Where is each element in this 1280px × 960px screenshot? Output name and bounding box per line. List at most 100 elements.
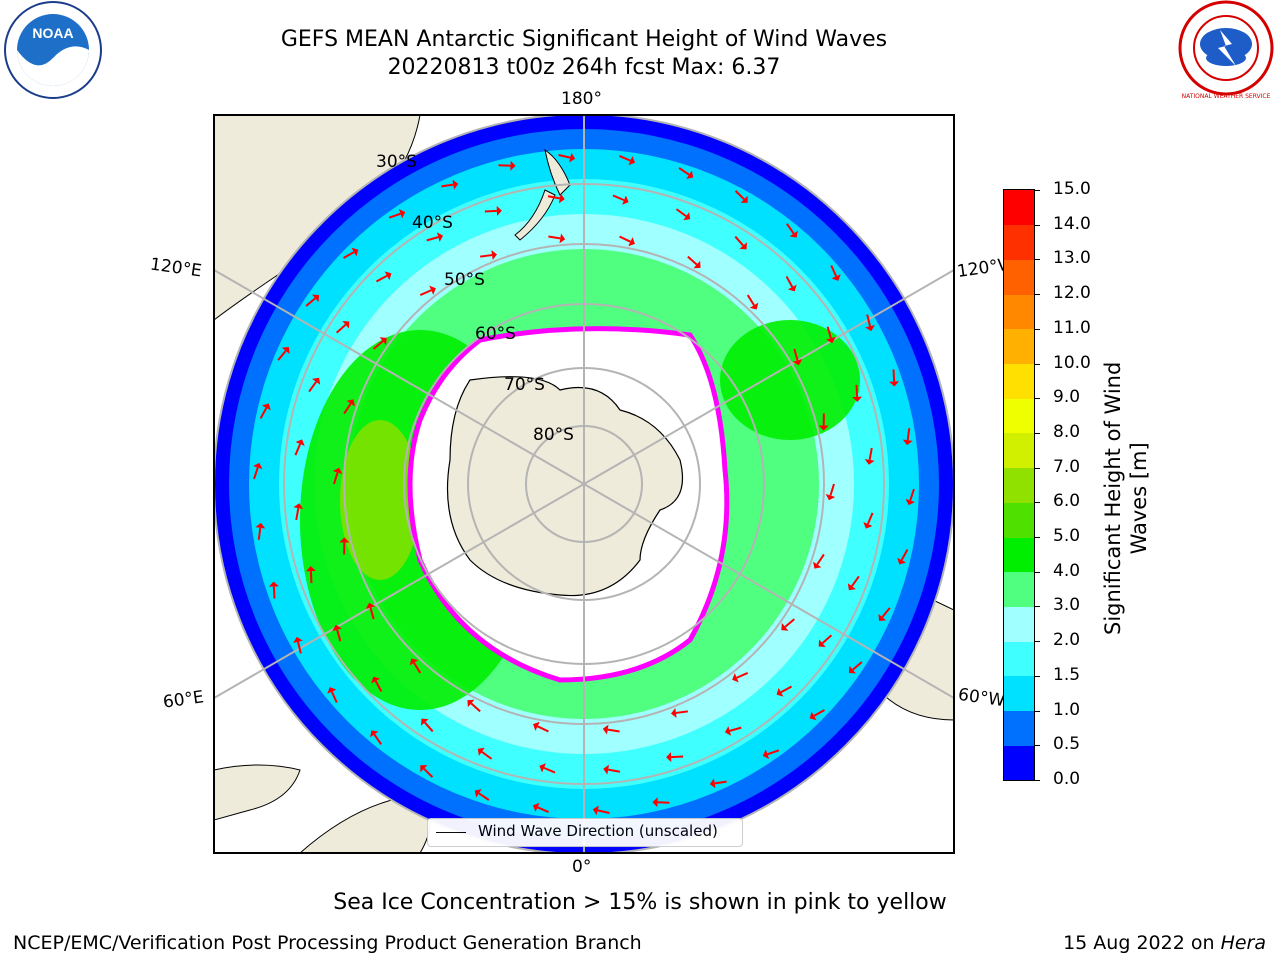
wind-arrow-head <box>864 458 875 465</box>
wind-arrow-head <box>905 498 915 506</box>
colorbar-tick-label: 0.0 <box>1053 769 1081 789</box>
colorbar-segment <box>1004 537 1034 573</box>
wind-arrow-shaft <box>675 208 687 217</box>
wind-arrow-head <box>724 726 732 736</box>
wind-arrow-head <box>762 749 770 759</box>
lat-label-70s: 70°S <box>504 375 545 395</box>
map-frame <box>213 114 955 854</box>
colorbar-tick-mark <box>1034 571 1040 573</box>
map-legend: Wind Wave Direction (unscaled) <box>427 818 743 847</box>
wind-arrow-head <box>813 561 822 569</box>
footer-machine: Hera <box>1220 932 1266 954</box>
colorbar-label: Significant Height of Wind Waves [m] <box>1100 362 1152 635</box>
wind-arrow-shaft <box>333 472 339 485</box>
wind-arrow-shaft <box>607 768 621 773</box>
wind-arrow-shaft <box>607 728 620 733</box>
wind-arrow-shaft <box>675 710 688 714</box>
wind-arrow-shaft <box>295 507 300 521</box>
wind-arrow-shaft <box>277 350 287 361</box>
wind-arrow-head <box>628 237 635 247</box>
wind-arrow-head <box>732 673 739 683</box>
chart-title: GEFS MEAN Antarctic Significant Height o… <box>280 27 888 52</box>
colorbar-segment <box>1004 710 1034 746</box>
colorbar-tick-label: 15.0 <box>1053 179 1091 199</box>
wind-arrow-head <box>312 294 320 303</box>
wind-arrow-head <box>686 170 694 179</box>
wind-arrow-head <box>683 212 691 221</box>
wind-arrow-head <box>281 346 290 354</box>
wind-arrow-head <box>818 639 826 647</box>
wind-arrow-head <box>863 522 873 529</box>
wind-arrow-head <box>295 439 305 446</box>
wind-arrow-shaft <box>736 672 749 679</box>
colorbar-tick-mark <box>1034 294 1040 296</box>
wind-arrow-head <box>429 285 436 295</box>
wind-arrow-shaft <box>612 194 625 202</box>
colorbar-tick-label: 11.0 <box>1053 317 1091 338</box>
wind-arrow-shaft <box>671 755 684 759</box>
wind-arrow-head <box>740 195 748 203</box>
lat-label-30s: 30°S <box>376 152 417 172</box>
colorbar-segment <box>1004 467 1034 503</box>
colorbar-tick-label: 6.0 <box>1053 491 1081 512</box>
wind-arrow-head <box>371 676 381 684</box>
wind-arrow-head <box>652 797 658 808</box>
wind-arrow-shaft <box>330 691 338 703</box>
colorbar-segment <box>1004 571 1034 607</box>
wind-arrow-head <box>603 764 610 775</box>
colorbar-tick-label: 4.0 <box>1053 560 1081 581</box>
new-zealand-south <box>514 189 556 241</box>
lon-label-0: 0° <box>572 857 592 877</box>
wind-arrow-head <box>831 274 841 281</box>
wind-arrow-shaft <box>373 340 384 350</box>
wind-arrow-head <box>365 602 376 609</box>
colorbar-segment <box>1004 641 1034 677</box>
wind-arrow-head <box>510 160 516 171</box>
wind-arrow-head <box>776 687 784 697</box>
wind-arrow-shaft <box>734 190 745 200</box>
colorbar-tick-mark <box>1034 780 1040 781</box>
wind-arrow-head <box>398 209 406 219</box>
colorbar-segment <box>1004 224 1034 260</box>
colorbar-segment <box>1004 328 1034 365</box>
wind-arrow-shaft <box>678 167 690 176</box>
wind-arrow-shaft <box>852 661 863 671</box>
colorbar-tick-mark <box>1034 259 1040 261</box>
wind-arrow-head <box>559 233 566 244</box>
wind-arrow-shaft <box>388 212 401 219</box>
colorbar-tick-mark <box>1034 710 1040 712</box>
wind-arrow-shaft <box>484 209 497 213</box>
colorbar-tick-mark <box>1034 190 1040 191</box>
wind-arrow-shaft <box>909 488 915 501</box>
wind-arrow-head <box>826 336 836 344</box>
wind-arrow-shaft <box>892 369 896 382</box>
wind-arrow-head <box>825 493 836 501</box>
madagascar-land <box>214 764 301 821</box>
wind-arrow-shaft <box>441 183 454 188</box>
colorbar-tick-mark <box>1034 675 1040 677</box>
lat-label-80s: 80°S <box>533 425 574 445</box>
colorbar-label-line1: Significant Height of Wind <box>1101 361 1125 635</box>
wind-arrow-shaft <box>257 527 262 540</box>
wind-arrow-shaft <box>785 275 794 288</box>
wind-arrow-head <box>847 583 856 591</box>
wind-arrow-head <box>533 721 540 731</box>
nws-logo: NATIONAL WEATHER SERVICE <box>1178 0 1274 100</box>
wind-arrow-shaft <box>297 641 302 654</box>
colorbar-tick-label: 1.5 <box>1053 664 1081 685</box>
wind-arrow-head <box>436 232 444 242</box>
colorbar-segment <box>1004 259 1034 295</box>
wind-arrow-head <box>865 325 875 332</box>
colorbar-tick-label: 1.0 <box>1053 699 1081 720</box>
wind-arrow-head <box>569 152 576 163</box>
wind-arrow-shaft <box>294 443 302 456</box>
wind-arrow-shaft <box>813 709 825 717</box>
wind-arrow-head <box>255 522 266 529</box>
wind-arrow-shaft <box>793 348 799 361</box>
wind-arrow-shaft <box>687 255 698 266</box>
wind-arrow-head <box>293 636 303 643</box>
wind-arrow-shaft <box>478 792 490 801</box>
footer-date-text: 15 Aug 2022 on <box>1063 932 1221 954</box>
wind-arrow-shaft <box>900 549 909 561</box>
wind-arrow-shaft <box>619 154 631 162</box>
